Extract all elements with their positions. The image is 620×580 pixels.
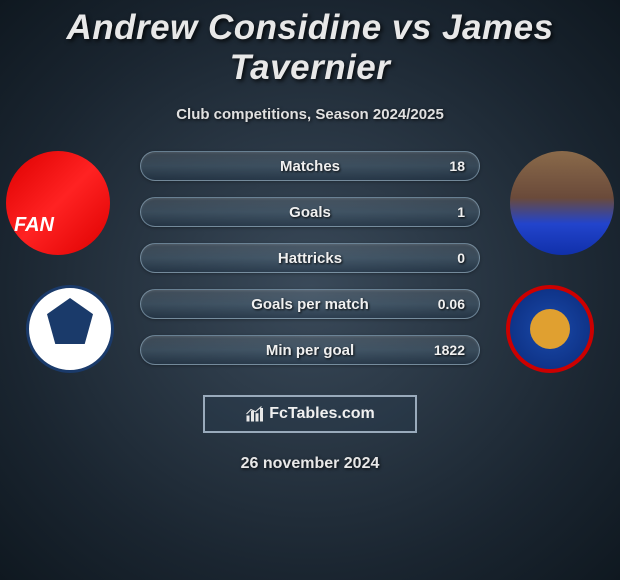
stat-bar-value-right: 0.06 xyxy=(438,296,465,312)
stat-bar-value-right: 1 xyxy=(457,204,465,220)
stat-bar-hattricks: Hattricks 0 xyxy=(140,243,480,273)
player-right-avatar xyxy=(510,151,614,255)
date-text: 26 november 2024 xyxy=(0,455,620,473)
page-title: Andrew Considine vs James Tavernier xyxy=(0,0,620,88)
stat-bar-goals-per-match: Goals per match 0.06 xyxy=(140,289,480,319)
comparison-panel: Matches 18 Goals 1 Hattricks 0 Goals per… xyxy=(0,151,620,391)
stat-bar-value-right: 1822 xyxy=(434,342,465,358)
club-right-badge xyxy=(506,285,594,373)
stat-bar-label: Hattricks xyxy=(278,250,342,267)
club-left-badge-image xyxy=(26,285,114,373)
club-left-badge xyxy=(26,285,114,373)
stat-bar-matches: Matches 18 xyxy=(140,151,480,181)
stat-bar-goals: Goals 1 xyxy=(140,197,480,227)
fctables-logo: FcTables.com xyxy=(203,395,417,433)
stat-bar-min-per-goal: Min per goal 1822 xyxy=(140,335,480,365)
player-left-avatar-image xyxy=(6,151,110,255)
logo-text: FcTables.com xyxy=(269,405,375,423)
stat-bar-label: Matches xyxy=(280,158,340,175)
stat-bar-label: Goals per match xyxy=(251,296,369,313)
stat-bars: Matches 18 Goals 1 Hattricks 0 Goals per… xyxy=(140,151,480,381)
stat-bar-label: Min per goal xyxy=(266,342,354,359)
subtitle: Club competitions, Season 2024/2025 xyxy=(0,106,620,123)
bar-chart-icon xyxy=(245,405,263,423)
club-right-badge-image xyxy=(506,285,594,373)
player-right-avatar-image xyxy=(510,151,614,255)
logo-box: FcTables.com xyxy=(0,395,620,433)
stat-bar-value-right: 18 xyxy=(449,158,465,174)
player-left-avatar xyxy=(6,151,110,255)
stat-bar-value-right: 0 xyxy=(457,250,465,266)
stat-bar-label: Goals xyxy=(289,204,331,221)
